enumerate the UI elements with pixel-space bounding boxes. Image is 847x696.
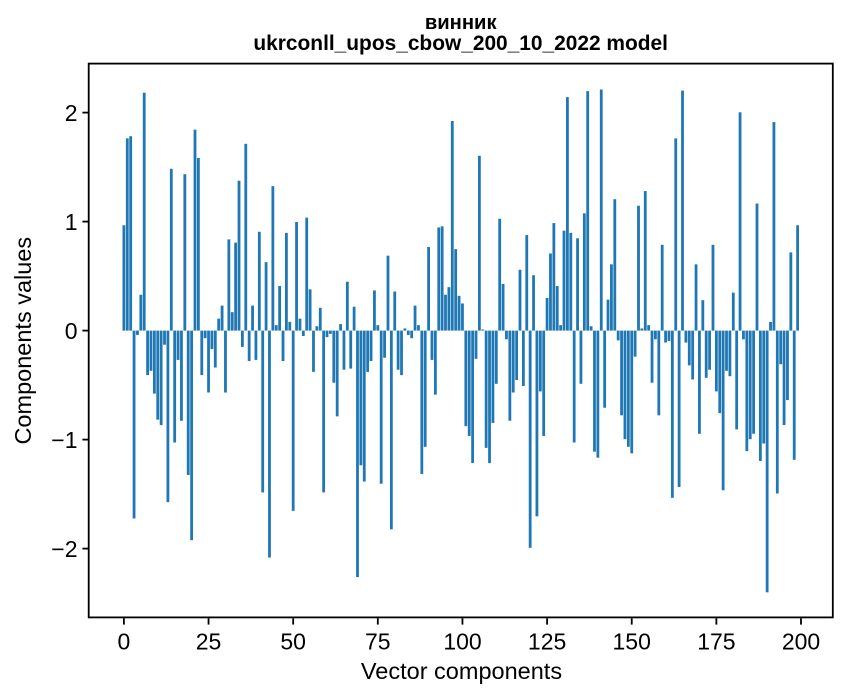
svg-text:200: 200 [782,629,820,655]
svg-text:2: 2 [65,100,78,126]
svg-text:150: 150 [613,629,651,655]
svg-text:25: 25 [196,629,222,655]
svg-text:0: 0 [118,629,131,655]
svg-text:−1: −1 [51,427,77,453]
svg-text:50: 50 [280,629,306,655]
svg-text:винник: винник [425,12,498,34]
svg-text:1: 1 [65,209,78,235]
svg-text:Vector components: Vector components [361,658,562,684]
svg-text:−2: −2 [51,536,77,562]
svg-text:125: 125 [528,629,566,655]
svg-text:Components values: Components values [10,237,36,445]
svg-text:0: 0 [65,318,78,344]
svg-text:100: 100 [443,629,481,655]
svg-text:75: 75 [365,629,391,655]
svg-text:175: 175 [697,629,735,655]
svg-text:ukrconll_upos_cbow_200_10_2022: ukrconll_upos_cbow_200_10_2022 model [253,32,668,55]
